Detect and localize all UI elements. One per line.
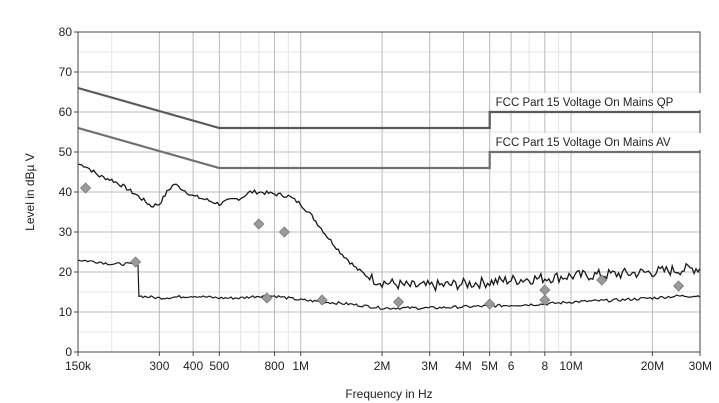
y-axis-title: Level in dBµ V [23,153,37,231]
y-tick-label: 70 [59,65,73,79]
measurement-marker [673,280,685,292]
legend-label: FCC Part 15 Voltage On Mains QP [496,97,674,109]
legend: FCC Part 15 Voltage On Mains QP FCC Part … [492,93,719,150]
measurement-marker [596,274,608,286]
y-tick-label: 60 [59,105,73,119]
x-tick-label: 20M [641,359,664,373]
x-tick-label: 6 [508,359,515,373]
measurement-marker [80,182,92,194]
y-tick-label: 0 [65,345,72,359]
legend-label-bg [492,133,719,150]
x-tick-label: 150k [65,359,92,373]
measurement-marker [392,296,405,308]
y-tick-label: 10 [59,305,73,319]
measurement-marker [484,298,496,310]
x-tick-label: 30M [689,359,712,373]
measurement-marker [253,218,265,230]
measurement-trace [77,163,701,293]
y-tick-label: 40 [59,185,73,199]
x-tick-label: 10M [559,359,582,373]
legend-label-bg [492,93,719,110]
x-tick-label: 4M [455,359,472,373]
measurement-trace [77,259,701,311]
x-tick-label: 800 [265,359,285,373]
limit-line [77,86,700,130]
x-tick-label: 2M [374,359,391,373]
measurement-marker [278,226,290,238]
measurement-marker [130,256,142,268]
y-tick-label: 80 [59,25,73,39]
limit-line [77,126,700,170]
legend-label: FCC Part 15 Voltage On Mains AV [496,137,671,149]
measurement-marker [316,294,328,306]
x-tick-label: 5M [481,359,498,373]
x-axis-ticks: 150k 300 400 500 800 1M 2M 3M 4M 5M 6 8 10M 20M 30M [65,352,712,373]
x-axis-title: Frequency in Hz [345,387,432,401]
measurement-marker [261,292,273,304]
y-tick-label: 20 [59,265,73,279]
measurement-markers [80,182,685,310]
limit-lines [77,86,700,170]
data-series [77,163,701,311]
x-tick-label: 300 [149,359,169,373]
x-tick-label: 3M [421,359,438,373]
x-tick-label: 500 [209,359,229,373]
measurement-marker [539,284,551,296]
x-tick-label: 1M [292,359,309,373]
measurement-marker [539,294,551,306]
x-tick-label: 400 [183,359,203,373]
x-tick-label: 8 [541,359,548,373]
y-tick-label: 50 [59,145,73,159]
y-tick-label: 30 [59,225,73,239]
y-axis-ticks: 0 10 20 30 40 50 60 70 80 [59,25,78,359]
